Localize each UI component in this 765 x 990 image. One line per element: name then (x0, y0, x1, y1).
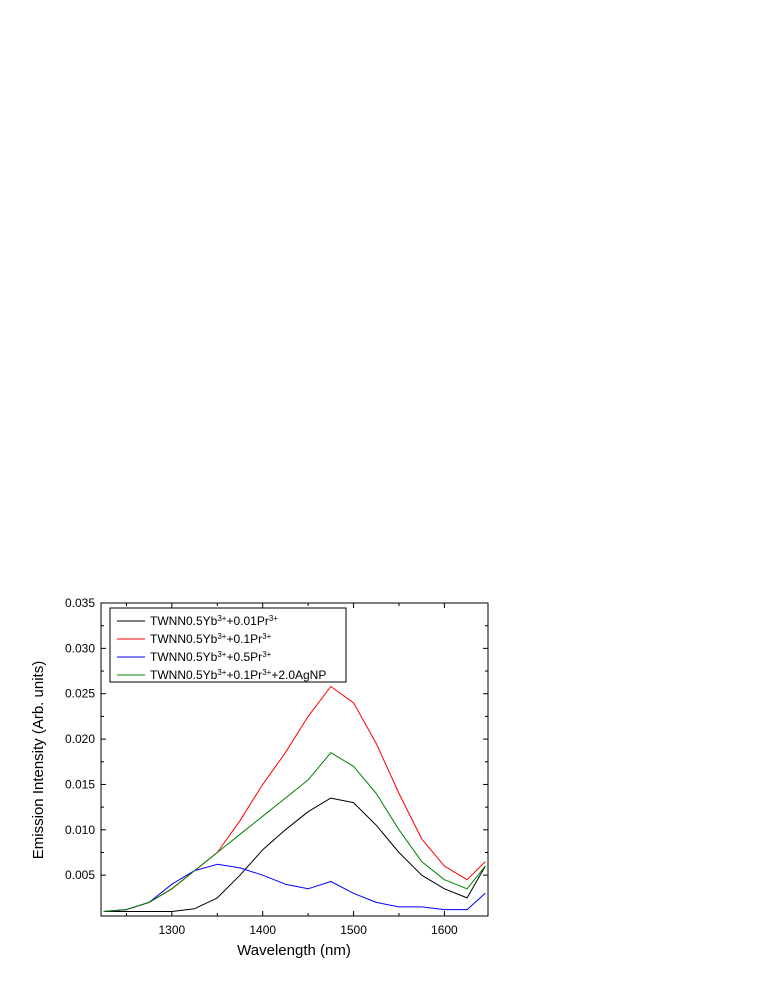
legend-label: TWNN0.5Yb3++0.1Pr3++2.0AgNP (150, 668, 326, 683)
legend: TWNN0.5Yb3++0.01Pr3+TWNN0.5Yb3++0.1Pr3+T… (109, 607, 347, 683)
series-lines (103, 686, 486, 912)
legend-superscript: 3+ (269, 614, 278, 623)
x-tick-label: 1600 (431, 923, 458, 937)
legend-text-part: +0.5Pr (226, 650, 262, 664)
x-tick-label: 1300 (159, 923, 186, 937)
y-tick-label: 0.025 (65, 687, 95, 701)
legend-superscript: 3+ (262, 632, 271, 641)
legend-text-part: +2.0AgNP (271, 668, 326, 682)
legend-text-part: TWNN0.5Yb (150, 650, 218, 664)
y-tick-label: 0.030 (65, 641, 95, 655)
legend-box (109, 607, 347, 683)
legend-text-part: TWNN0.5Yb (150, 614, 218, 628)
x-axis-title: Wavelength (nm) (237, 942, 351, 959)
series-line (103, 686, 486, 912)
y-tick-label: 0.015 (65, 777, 95, 791)
series-line (103, 752, 486, 912)
legend-text-part: +0.01Pr (226, 614, 268, 628)
legend-superscript: 3+ (217, 632, 226, 641)
x-axis-ticks: 1300 1400 1500 1600 (125, 603, 458, 937)
legend-text-part: TWNN0.5Yb (150, 668, 218, 682)
legend-superscript: 3+ (217, 650, 226, 659)
legend-text-part: +0.1Pr (226, 668, 262, 682)
x-tick-label: 1500 (340, 923, 367, 937)
legend-superscript: 3+ (217, 614, 226, 623)
series-line (103, 863, 486, 912)
y-axis-ticks: 0.005 0.010 0.015 0.020 0.025 0.030 0.035 (65, 596, 488, 882)
y-tick-label: 0.035 (65, 596, 95, 610)
y-tick-label: 0.020 (65, 732, 95, 746)
x-tick-label: 1400 (249, 923, 276, 937)
legend-superscript: 3+ (262, 650, 271, 659)
series-line (103, 797, 486, 912)
legend-superscript: 3+ (262, 668, 271, 677)
legend-text-part: TWNN0.5Yb (150, 632, 218, 646)
legend-label: TWNN0.5Yb3++0.1Pr3+ (150, 632, 272, 647)
legend-superscript: 3+ (217, 668, 226, 677)
y-axis-title: Emission Intensity (Arb. units) (30, 661, 47, 859)
legend-label: TWNN0.5Yb3++0.01Pr3+ (150, 614, 278, 629)
plot-frame (100, 602, 489, 917)
y-tick-label: 0.005 (65, 868, 95, 882)
legend-label: TWNN0.5Yb3++0.5Pr3+ (150, 650, 272, 665)
legend-text-part: +0.1Pr (226, 632, 262, 646)
y-tick-label: 0.010 (65, 823, 95, 837)
